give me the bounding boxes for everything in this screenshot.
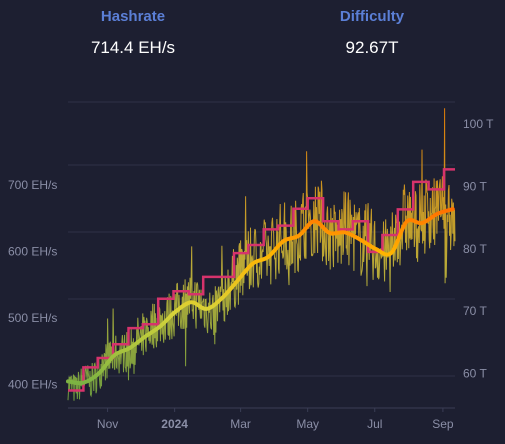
x-tick-label: Jul (367, 417, 382, 431)
difficulty-stat: Difficulty 92.67T (282, 6, 462, 59)
left-tick-label: 600 EH/s (8, 245, 57, 259)
hashrate-raw-line (67, 108, 456, 401)
difficulty-value: 92.67T (345, 38, 399, 57)
hashrate-stat: Hashrate 714.4 EH/s (43, 6, 223, 59)
left-tick-label: 400 EH/s (8, 378, 57, 392)
difficulty-label: Difficulty (339, 8, 405, 25)
difficulty-line (68, 168, 455, 392)
hashrate-smoothed-line (66, 207, 455, 386)
left-axis-ticks: 400 EH/s 500 EH/s 600 EH/s 700 EH/s (8, 178, 57, 392)
hashrate-raw-series (67, 108, 456, 401)
hashrate-label: Hashrate (100, 8, 166, 25)
x-tick-label: Mar (230, 417, 251, 431)
right-tick-label: 80 T (463, 242, 487, 256)
left-tick-label: 700 EH/s (8, 178, 57, 192)
x-tick-label: Sep (432, 417, 454, 431)
right-tick-label: 100 T (463, 117, 494, 131)
hashrate-smoothed-series (66, 207, 455, 386)
right-tick-label: 70 T (463, 304, 487, 318)
right-axis-ticks: 60 T 70 T 80 T 90 T 100 T (463, 117, 494, 381)
right-tick-label: 60 T (463, 367, 487, 381)
left-tick-label: 500 EH/s (8, 311, 57, 325)
hashrate-value: 714.4 EH/s (90, 38, 176, 57)
difficulty-series (68, 168, 455, 392)
x-tick-label: 2024 (161, 417, 188, 431)
right-tick-label: 90 T (463, 179, 487, 193)
grid-lines (68, 101, 455, 409)
x-tick-label: Nov (97, 417, 118, 431)
x-tick-label: May (296, 417, 319, 431)
x-axis-ticks: Nov 2024 Mar May Jul Sep (97, 408, 454, 431)
